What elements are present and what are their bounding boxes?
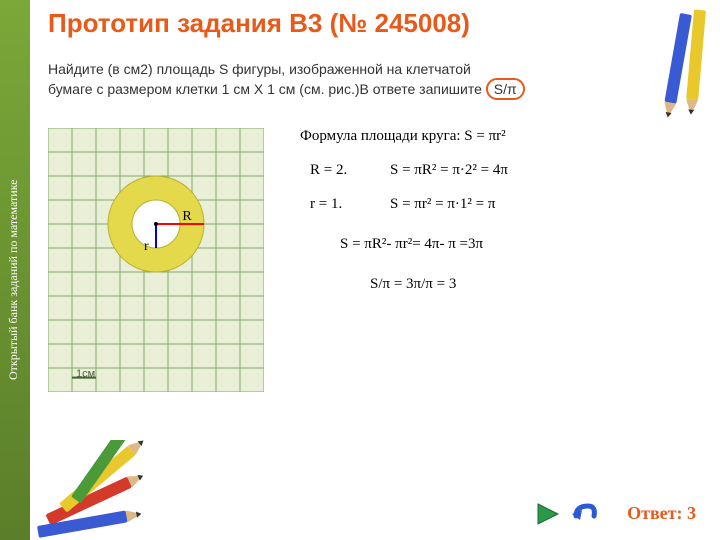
back-button[interactable] bbox=[570, 502, 598, 526]
math-diff: S = πR²- πr²= 4π- π =3π bbox=[340, 236, 483, 253]
next-button[interactable] bbox=[534, 502, 562, 526]
svg-text:R: R bbox=[182, 209, 192, 224]
page-title: Прототип задания B3 (№ 245008) bbox=[48, 8, 470, 39]
math-formula: Формула площади круга: S = πr² bbox=[300, 128, 660, 145]
math-R: R = 2. bbox=[310, 162, 347, 179]
problem-text: Найдите (в см2) площадь S фигуры, изобра… bbox=[48, 60, 638, 100]
answer-label: Ответ: 3 bbox=[627, 503, 696, 524]
nav-buttons bbox=[532, 502, 600, 526]
problem-line1: Найдите (в см2) площадь S фигуры, изобра… bbox=[48, 61, 471, 77]
math-R-calc: S = πR² = π·2² = 4π bbox=[390, 162, 508, 179]
problem-line2a: бумаге с размером клетки 1 см Х 1 см (см… bbox=[48, 81, 486, 97]
sidebar: Открытый банк заданий по математике bbox=[0, 0, 30, 540]
pencil-top-right bbox=[656, 4, 716, 124]
math-r: r = 1. bbox=[310, 196, 342, 213]
pencils-decoration bbox=[28, 440, 208, 540]
math-final: S/π = 3π/π = 3 bbox=[370, 276, 456, 293]
sidebar-label: Открытый банк заданий по математике bbox=[6, 179, 21, 380]
svg-text:r: r bbox=[144, 239, 149, 254]
math-r-calc: S = πr² = π·1² = π bbox=[390, 196, 495, 213]
figure-grid: Rr 1см bbox=[48, 128, 264, 392]
s-over-pi-highlight: S/π bbox=[486, 78, 525, 100]
scale-label: 1см bbox=[76, 368, 95, 380]
